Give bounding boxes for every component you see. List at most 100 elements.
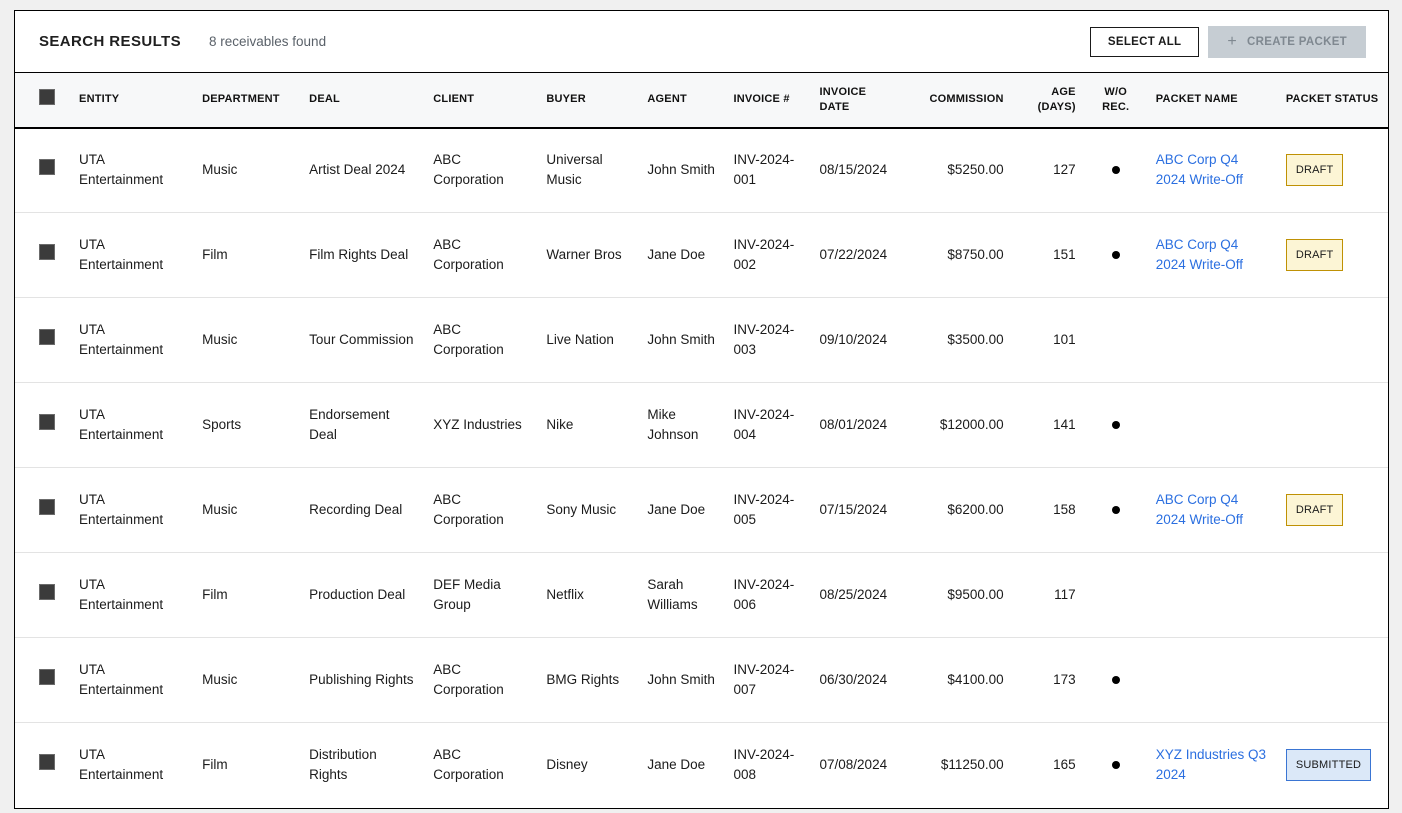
- packet-status-badge: DRAFT: [1285, 239, 1344, 271]
- cell-packet-status: DRAFT: [1278, 468, 1388, 553]
- results-header: SEARCH RESULTS 8 receivables found SELEC…: [15, 11, 1388, 72]
- column-header-packet-name: PACKET NAME: [1155, 93, 1238, 106]
- cell-packet-status: DRAFT: [1278, 213, 1388, 298]
- row-checkbox[interactable]: [39, 499, 55, 515]
- wo-rec-dot: [1111, 761, 1120, 770]
- cell-department: Music: [202, 332, 238, 347]
- search-results-panel: SEARCH RESULTS 8 receivables found SELEC…: [14, 10, 1389, 809]
- cell-wo-rec: [1084, 383, 1148, 468]
- cell-entity: UTA Entertainment: [79, 407, 164, 442]
- select-all-checkbox[interactable]: [39, 89, 55, 106]
- cell-wo-rec: [1084, 298, 1148, 383]
- cell-entity: UTA Entertainment: [79, 747, 164, 783]
- cell-invoice-number: INV-2024-007: [733, 662, 795, 697]
- select-all-button[interactable]: SELECT ALL: [1089, 26, 1200, 57]
- cell-wo-rec: [1084, 638, 1148, 723]
- cell-entity: UTA Entertainment: [79, 237, 164, 272]
- cell-packet-name: [1148, 638, 1278, 723]
- cell-deal: Distribution Rights: [309, 747, 377, 783]
- cell-invoice-date: 06/30/2024: [819, 672, 888, 687]
- cell-department: Music: [202, 162, 238, 178]
- cell-age-days: 165: [1053, 757, 1076, 773]
- cell-agent: Sarah Williams: [647, 577, 698, 612]
- cell-wo-rec: [1084, 213, 1148, 298]
- cell-commission: $8750.00: [947, 247, 1004, 262]
- cell-invoice-date: 07/22/2024: [819, 247, 888, 262]
- row-checkbox[interactable]: [39, 669, 55, 685]
- cell-deal: Artist Deal 2024: [309, 162, 406, 178]
- cell-invoice-number: INV-2024-008: [733, 747, 795, 783]
- cell-department: Music: [202, 502, 238, 517]
- table-header-row: ENTITY DEPARTMENT DEAL CLIENT BUYER AGEN…: [15, 72, 1388, 128]
- table-row: UTA Entertainment Music Recording Deal A…: [15, 468, 1388, 553]
- cell-department: Sports: [202, 417, 242, 432]
- wo-rec-dot: [1111, 166, 1120, 175]
- cell-packet-status: SUBMITTED: [1278, 723, 1388, 808]
- cell-buyer: Nike: [546, 417, 574, 432]
- cell-client: ABC Corporation: [433, 492, 504, 527]
- cell-department: Film: [202, 247, 228, 262]
- cell-age-days: 141: [1053, 417, 1076, 432]
- cell-buyer: Sony Music: [546, 502, 617, 517]
- cell-invoice-date: 09/10/2024: [819, 332, 888, 347]
- row-checkbox[interactable]: [39, 754, 55, 771]
- cell-commission: $5250.00: [947, 162, 1004, 178]
- packet-name-link[interactable]: ABC Corp Q4 2024 Write-Off: [1155, 237, 1244, 272]
- row-checkbox[interactable]: [39, 584, 55, 600]
- cell-entity: UTA Entertainment: [79, 662, 164, 697]
- cell-age-days: 101: [1053, 332, 1076, 347]
- cell-packet-name: ABC Corp Q4 2024 Write-Off: [1148, 128, 1278, 213]
- row-checkbox[interactable]: [39, 414, 55, 430]
- cell-department: Film: [202, 587, 228, 602]
- create-packet-button[interactable]: + CREATE PACKET: [1208, 25, 1366, 58]
- packet-name-link[interactable]: XYZ Industries Q3 2024: [1155, 747, 1267, 783]
- cell-commission: $12000.00: [939, 417, 1004, 432]
- table-row: UTA Entertainment Sports Endorsement Dea…: [15, 383, 1388, 468]
- column-header-department: DEPARTMENT: [202, 93, 280, 106]
- cell-wo-rec: [1084, 128, 1148, 213]
- cell-entity: UTA Entertainment: [79, 577, 164, 612]
- cell-department: Film: [202, 757, 228, 773]
- cell-entity: UTA Entertainment: [79, 322, 164, 357]
- column-header-buyer: BUYER: [546, 93, 586, 106]
- cell-age-days: 173: [1053, 672, 1076, 687]
- cell-packet-name: [1148, 298, 1278, 383]
- table-body: UTA Entertainment Music Artist Deal 2024…: [15, 128, 1388, 808]
- packet-name-link[interactable]: ABC Corp Q4 2024 Write-Off: [1155, 492, 1244, 527]
- cell-packet-name: [1148, 553, 1278, 638]
- column-header-invoice-number: INVOICE #: [733, 93, 790, 106]
- cell-client: DEF Media Group: [433, 577, 501, 612]
- row-checkbox[interactable]: [39, 329, 55, 345]
- cell-deal: Publishing Rights: [309, 672, 414, 687]
- table-row: UTA Entertainment Music Publishing Right…: [15, 638, 1388, 723]
- cell-buyer: Warner Bros: [546, 247, 622, 262]
- packet-name-link[interactable]: ABC Corp Q4 2024 Write-Off: [1155, 152, 1244, 188]
- cell-buyer: Universal Music: [546, 152, 603, 188]
- column-header-age: AGE (DAYS): [1037, 85, 1076, 113]
- column-header-wo-rec: W/O REC.: [1102, 85, 1130, 113]
- cell-deal: Tour Commission: [309, 332, 414, 347]
- cell-invoice-number: INV-2024-002: [733, 237, 795, 272]
- cell-entity: UTA Entertainment: [79, 152, 164, 188]
- cell-entity: UTA Entertainment: [79, 492, 164, 527]
- row-checkbox[interactable]: [39, 244, 55, 260]
- cell-wo-rec: [1084, 468, 1148, 553]
- cell-client: ABC Corporation: [433, 662, 504, 697]
- cell-invoice-number: INV-2024-001: [733, 152, 795, 188]
- table-row: UTA Entertainment Film Film Rights Deal …: [15, 213, 1388, 298]
- plus-icon: +: [1227, 32, 1238, 50]
- cell-packet-status: [1278, 638, 1388, 723]
- receivables-table: ENTITY DEPARTMENT DEAL CLIENT BUYER AGEN…: [15, 72, 1388, 808]
- row-checkbox[interactable]: [39, 159, 55, 176]
- cell-agent: Mike Johnson: [647, 407, 699, 442]
- cell-deal: Recording Deal: [309, 502, 403, 517]
- cell-invoice-date: 08/25/2024: [819, 587, 888, 602]
- cell-client: ABC Corporation: [433, 747, 504, 783]
- cell-buyer: BMG Rights: [546, 672, 620, 687]
- packet-status-badge: SUBMITTED: [1285, 749, 1372, 782]
- column-header-entity: ENTITY: [79, 93, 120, 106]
- cell-agent: Jane Doe: [647, 502, 706, 517]
- cell-age-days: 158: [1053, 502, 1076, 517]
- cell-packet-name: [1148, 383, 1278, 468]
- cell-agent: Jane Doe: [647, 757, 706, 773]
